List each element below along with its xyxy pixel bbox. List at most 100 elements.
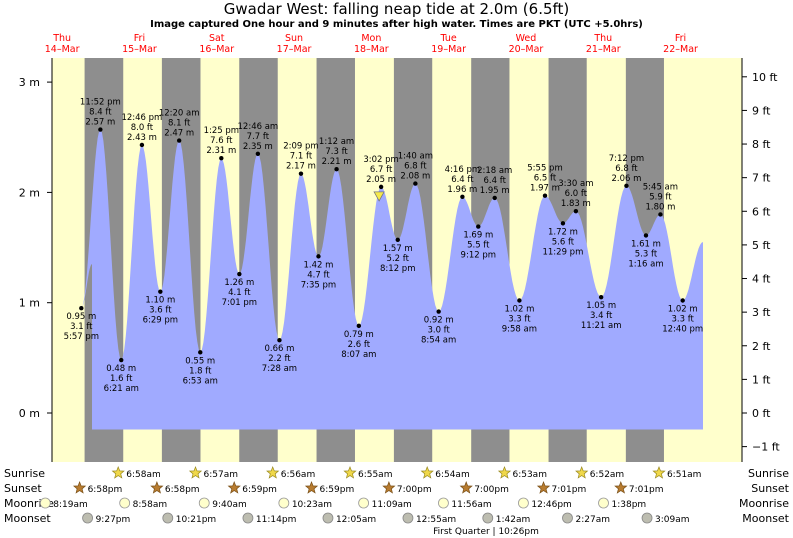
high-water-point [334, 167, 339, 172]
low-water-point [277, 338, 282, 343]
low-water-m-label: 1.42 m [304, 260, 334, 270]
row-label-sunrise-right: Sunrise [748, 467, 789, 480]
low-water-m-label: 0.79 m [344, 330, 374, 340]
day-name-label: Sat [209, 33, 225, 44]
low-water-time-label: 5:57 pm [64, 332, 99, 342]
day-name-label: Thu [593, 33, 612, 44]
high-water-m-label: 2.47 m [164, 129, 194, 139]
right-axis-tick-label: −1 ft [752, 441, 780, 454]
low-water-ft-label: 1.6 ft [110, 374, 133, 384]
high-water-time-label: 12:46 pm [121, 113, 162, 123]
high-water-m-label: 1.97 m [530, 184, 560, 194]
low-water-point [158, 289, 163, 294]
high-water-ft-label: 6.4 ft [484, 176, 507, 186]
low-water-ft-label: 4.1 ft [228, 288, 251, 298]
moonrise-icon [598, 497, 609, 509]
high-water-point [542, 193, 548, 198]
high-water-ft-label: 8.1 ft [168, 119, 191, 129]
high-water-time-label: 1:12 am [319, 137, 354, 147]
low-water-m-label: 1.10 m [145, 296, 175, 306]
left-axis-tick-label: 1 m [19, 297, 40, 310]
right-axis-tick-label: 6 ft [752, 205, 771, 218]
daylight-band [52, 58, 85, 462]
moonrise-icon [198, 497, 210, 509]
right-axis-tick-label: 7 ft [752, 172, 771, 185]
high-water-time-label: 5:45 am [643, 182, 678, 192]
low-water-m-label: 1.72 m [548, 227, 578, 237]
high-water-ft-label: 6.7 ft [370, 165, 393, 175]
high-water-time-label: 3:30 am [558, 179, 593, 189]
day-name-label: Fri [675, 33, 686, 44]
moonset-time: 12:55am [416, 515, 456, 525]
low-water-point [356, 323, 362, 329]
day-date-label: 18–Mar [354, 44, 389, 55]
low-water-point [517, 298, 522, 303]
low-water-m-label: 0.66 m [264, 344, 294, 354]
tide-curve-group [81, 129, 704, 430]
sunset-time: 6:58pm [165, 485, 200, 495]
low-water-ft-label: 3.4 ft [590, 311, 613, 321]
low-water-m-label: 1.61 m [631, 239, 661, 249]
moonset-icon [82, 512, 93, 524]
high-water-ft-label: 6.8 ft [404, 162, 427, 172]
right-axis-tick-label: 2 ft [752, 340, 771, 353]
high-water-time-label: 5:55 pm [527, 164, 562, 174]
low-water-ft-label: 3.1 ft [70, 322, 93, 332]
high-water-point [413, 181, 418, 186]
low-water-time-label: 11:29 pm [542, 247, 583, 257]
low-water-time-label: 7:35 pm [301, 280, 336, 290]
high-water-m-label: 2.06 m [611, 174, 641, 184]
day-name-label: Thu [52, 33, 71, 44]
high-water-time-label: 11:52 pm [80, 98, 121, 108]
moonset-time: 10:21pm [176, 515, 216, 525]
high-water-time-label: 3:02 pm [363, 155, 398, 165]
high-water-ft-label: 6.8 ft [615, 164, 638, 174]
low-water-time-label: 7:01 pm [222, 298, 257, 308]
day-date-label: 14–Mar [45, 44, 80, 55]
sunset-icon [459, 481, 473, 494]
high-water-ft-label: 7.3 ft [325, 147, 348, 157]
high-water-ft-label: 6.0 ft [565, 189, 588, 199]
current-level-marker [373, 191, 385, 202]
moonrise-time: 11:56am [451, 500, 491, 510]
high-water-ft-label: 7.7 ft [247, 132, 270, 142]
moonrise-icon [438, 497, 449, 509]
low-water-ft-label: 1.8 ft [189, 366, 212, 376]
sunset-icon [304, 481, 319, 494]
axes-group: 0 m 1 m 2 m 3 m −1 ft 0 ft 1 ft 2 ft 3 ft 4 ft 5 f… [19, 58, 780, 462]
low-water-point [436, 309, 441, 314]
high-water-m-label: 2.35 m [243, 142, 273, 152]
low-water-time-label: 9:58 am [502, 324, 537, 334]
row-label-moonset-right: Moonset [742, 512, 789, 525]
high-water-m-label: 2.21 m [322, 157, 352, 167]
sunset-time: 7:00pm [397, 485, 432, 495]
moonrise-time: 8:58am [133, 500, 168, 510]
moonset-time: 9:27pm [96, 515, 131, 525]
moonset-time: 12:05am [336, 515, 376, 525]
sunset-icon [382, 481, 396, 494]
day-name-label: Mon [361, 33, 381, 44]
sunrise-time: 6:55am [358, 470, 393, 480]
high-water-point [255, 151, 261, 156]
sunset-icon [227, 481, 241, 494]
moonrise-time: 10:23am [292, 500, 332, 510]
sunrise-icon [188, 466, 203, 479]
sunset-time: 6:58pm [88, 485, 123, 495]
sunset-icon [536, 481, 551, 494]
low-water-ft-label: 3.6 ft [149, 306, 172, 316]
high-water-m-label: 2.05 m [366, 175, 396, 185]
moonrise-time: 1:38pm [612, 500, 647, 510]
sunrise-time: 6:53am [512, 470, 547, 480]
high-water-point [573, 208, 579, 214]
low-water-point [198, 350, 203, 355]
low-water-point [476, 224, 481, 229]
low-water-point [119, 357, 124, 363]
row-label-moonset: Moonset [4, 512, 51, 525]
day-name-label: Sun [285, 33, 303, 44]
high-water-time-label: 1:40 am [398, 152, 433, 162]
low-water-point [680, 298, 685, 303]
high-water-point [298, 171, 304, 176]
low-water-time-label: 11:21 am [581, 321, 622, 331]
high-water-m-label: 1.80 m [645, 202, 675, 212]
